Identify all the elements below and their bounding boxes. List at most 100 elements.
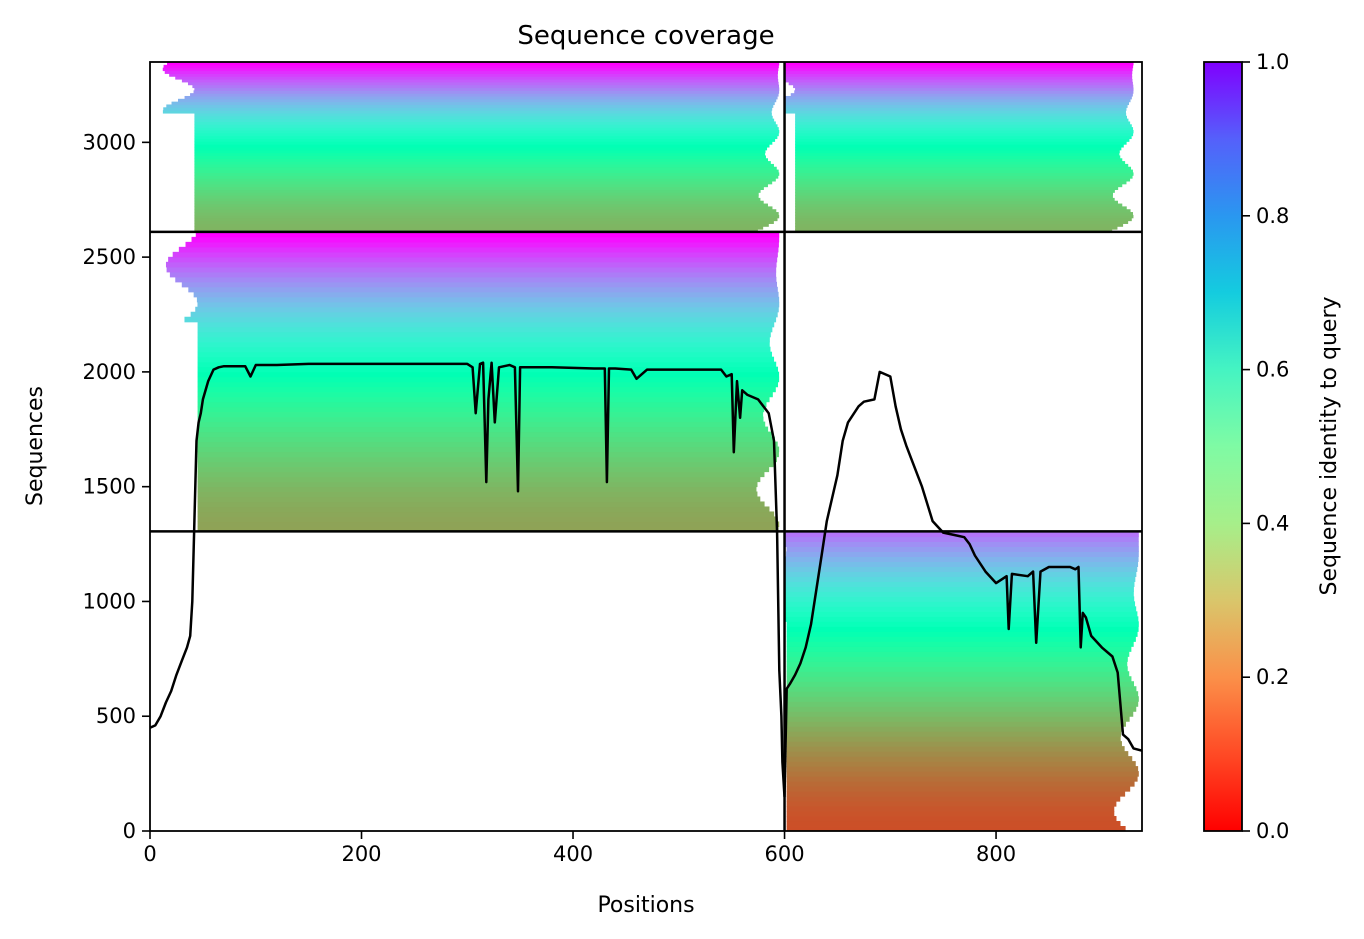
heatmap-strip xyxy=(784,62,1134,66)
heatmap-strip xyxy=(194,209,777,213)
heatmap-strip xyxy=(786,716,1130,722)
heatmap-strip xyxy=(786,766,1139,772)
heatmap-strip xyxy=(784,104,1128,108)
heatmap-strip xyxy=(194,132,779,137)
x-tick-label: 0 xyxy=(143,842,156,866)
heatmap-strip xyxy=(795,214,1134,219)
x-tick-label: 400 xyxy=(553,842,593,866)
heatmap-strip xyxy=(784,591,1134,597)
heatmap-strip xyxy=(197,321,775,328)
heatmap-strip xyxy=(181,281,778,288)
heatmap-strip xyxy=(194,178,776,182)
heatmap-strip xyxy=(197,501,765,508)
heatmap-strip xyxy=(786,636,1136,642)
heatmap-strip xyxy=(786,651,1130,657)
heatmap-strip xyxy=(197,466,770,473)
heatmap-strip xyxy=(786,551,1139,557)
heatmap-strip xyxy=(197,491,758,498)
heatmap-strip xyxy=(795,129,1134,134)
y-tick-label: 2500 xyxy=(83,245,136,269)
heatmap-strip xyxy=(194,118,775,123)
heatmap-strip xyxy=(194,141,773,145)
heatmap-strip xyxy=(194,200,764,205)
heatmap-strip xyxy=(786,806,1115,812)
heatmap-strip xyxy=(784,616,1139,622)
heatmap-strip xyxy=(184,95,778,100)
heatmap-strip xyxy=(795,118,1129,123)
y-tick-label: 2000 xyxy=(83,360,136,384)
heatmap-strip xyxy=(786,796,1121,802)
heatmap-strip xyxy=(197,371,780,378)
heatmap-strip xyxy=(184,316,777,323)
heatmap-strip xyxy=(194,189,761,193)
heatmap-strip xyxy=(784,73,1133,77)
heatmap-strip xyxy=(786,761,1136,767)
y-tick-label: 3000 xyxy=(83,130,136,154)
heatmap-strip xyxy=(795,186,1119,191)
heatmap-strip xyxy=(795,192,1114,196)
heatmap-strip xyxy=(785,95,1132,100)
heatmap-strip xyxy=(197,516,778,523)
heatmap-strip xyxy=(786,706,1137,712)
x-tick-label: 200 xyxy=(341,842,381,866)
heatmap-strip xyxy=(169,271,777,278)
coverage-heatmap xyxy=(162,62,1139,831)
heatmap-strip xyxy=(194,183,768,188)
heatmap-strip xyxy=(786,631,1138,637)
heatmap-strip xyxy=(784,556,1139,562)
heatmap-strip xyxy=(795,163,1129,168)
heatmap-strip xyxy=(786,721,1126,727)
heatmap-strip xyxy=(197,526,779,533)
y-axis-label: Sequences xyxy=(23,386,48,506)
heatmap-strip xyxy=(786,671,1130,677)
heatmap-strip xyxy=(795,175,1133,179)
heatmap-strip xyxy=(784,107,1127,111)
heatmap-strip xyxy=(197,346,771,353)
heatmap-strip xyxy=(197,381,779,388)
heatmap-strip xyxy=(197,481,758,488)
heatmap-strip xyxy=(194,161,771,165)
heatmap-strip xyxy=(185,241,779,248)
colorbar-tick-label: 1.0 xyxy=(1256,50,1289,74)
heatmap-strip xyxy=(795,155,1121,159)
heatmap-strip xyxy=(197,376,780,383)
heatmap-strip xyxy=(175,76,778,80)
heatmap-strip xyxy=(194,144,770,148)
heatmap-strip xyxy=(786,811,1115,817)
heatmap-strip xyxy=(795,132,1134,137)
heatmap-strip xyxy=(167,62,780,66)
heatmap-strip xyxy=(163,107,773,111)
heatmap-strip xyxy=(190,311,778,318)
heatmap-strip xyxy=(795,172,1134,176)
heatmap-strip xyxy=(194,121,776,125)
coverage-line xyxy=(150,361,1142,798)
heatmap-strip xyxy=(194,127,779,131)
heatmap-strip xyxy=(786,621,1139,627)
heatmap-strip xyxy=(178,246,779,253)
heatmap-strip xyxy=(786,746,1125,752)
heatmap-strip xyxy=(795,197,1115,202)
heatmap-strip xyxy=(795,217,1132,222)
heatmap-strip xyxy=(786,771,1139,777)
heatmap-strip xyxy=(784,561,1139,567)
heatmap-strip xyxy=(197,506,770,513)
heatmap-strip xyxy=(786,701,1139,707)
y-tick-label: 0 xyxy=(123,819,136,843)
heatmap-strip xyxy=(790,93,1133,97)
heatmap-strip xyxy=(786,646,1132,652)
chart-title: Sequence coverage xyxy=(517,21,774,51)
heatmap-strip xyxy=(795,183,1123,188)
heatmap-strip xyxy=(784,571,1137,577)
heatmap-strip xyxy=(197,351,773,358)
x-axis-label: Positions xyxy=(597,893,694,918)
heatmap-strip xyxy=(795,189,1115,193)
heatmap-strip xyxy=(795,161,1126,165)
heatmap-strip xyxy=(795,200,1118,205)
heatmap-strip xyxy=(795,124,1132,128)
heatmap-strip xyxy=(171,101,775,106)
heatmap-strip xyxy=(166,104,774,108)
heatmap-strip xyxy=(784,576,1136,582)
heatmap-strip xyxy=(786,781,1135,787)
heatmap-strip xyxy=(784,78,1133,83)
heatmap-strip xyxy=(188,286,778,293)
